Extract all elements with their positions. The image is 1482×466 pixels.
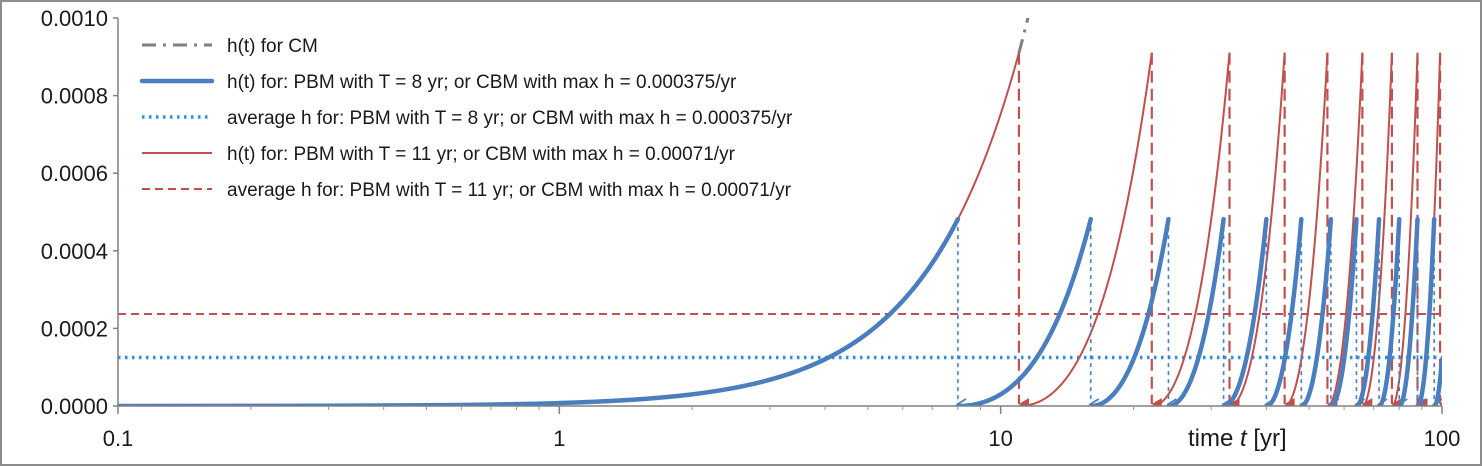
plot-clip-group xyxy=(118,18,1442,406)
series-blue-curve-segment xyxy=(955,216,1093,406)
series-blue-curve-segment xyxy=(1299,216,1334,406)
y-tick-label: 0.0004 xyxy=(41,239,108,264)
series-blue-curve-segment xyxy=(1221,216,1269,406)
x-axis-label-unit: [yr] xyxy=(1247,425,1287,452)
series-red-curve-segment xyxy=(1284,52,1329,406)
series-blue-curve-segment xyxy=(1088,216,1171,406)
x-tick-label: 100 xyxy=(1424,426,1461,451)
series-blue-curve-segment xyxy=(1354,216,1382,406)
legend-label: h(t) for: PBM with T = 11 yr; or CBM wit… xyxy=(227,144,736,165)
y-tick-label: 0.0006 xyxy=(41,161,108,186)
x-tick-label: 1 xyxy=(553,426,565,451)
axes: 0.0000 0.0002 0.0004 0.0006 0.0008 0.0010 0.1 1… xyxy=(41,6,1461,451)
legend-label: h(t) for: PBM with T = 8 yr; or CBM with… xyxy=(227,72,737,93)
x-axis-label-variable: t xyxy=(1240,425,1248,452)
series-red-curve-segment xyxy=(1391,52,1419,406)
legend-label: average h for: PBM with T = 11 yr; or CB… xyxy=(227,180,792,201)
series-red-curve-segment xyxy=(1229,52,1286,406)
series-red-curve-segment xyxy=(1151,52,1231,406)
series-blue-curve-segment xyxy=(1396,216,1420,406)
x-axis-label-prefix: time xyxy=(1188,425,1240,452)
series-blue-curve-segment xyxy=(1264,216,1304,406)
series-blue-curve-segment xyxy=(1328,216,1359,406)
legend-label: h(t) for CM xyxy=(227,36,318,57)
series-blue-curve-segment xyxy=(118,216,961,406)
y-tick-label: 0.0010 xyxy=(41,6,108,31)
plot-area xyxy=(118,18,1442,406)
series-red-curve-segment xyxy=(1362,52,1393,406)
x-tick-label: 10 xyxy=(988,426,1012,451)
series-red-curve-segment xyxy=(1018,52,1153,406)
y-tick-label: 0.0002 xyxy=(41,316,108,341)
series-blue-curve-segment xyxy=(1415,216,1437,406)
y-tick-label: 0.0000 xyxy=(41,394,108,419)
x-tick-label: 0.1 xyxy=(103,426,134,451)
series-blue-curve-segment xyxy=(1166,216,1226,406)
legend: h(t) for CM h(t) for: PBM with T = 8 yr; … xyxy=(139,36,793,201)
series-blue-curve-segment xyxy=(1376,216,1402,406)
series-cm-curve xyxy=(1017,18,1030,54)
x-axis-label: time t [yr] xyxy=(1188,425,1287,452)
series-blue-curve-segment xyxy=(1431,357,1442,406)
legend-label: average h for: PBM with T = 8 yr; or CBM… xyxy=(227,108,793,129)
series-red-curve-segment xyxy=(1327,52,1364,406)
y-tick-label: 0.0008 xyxy=(41,84,108,109)
